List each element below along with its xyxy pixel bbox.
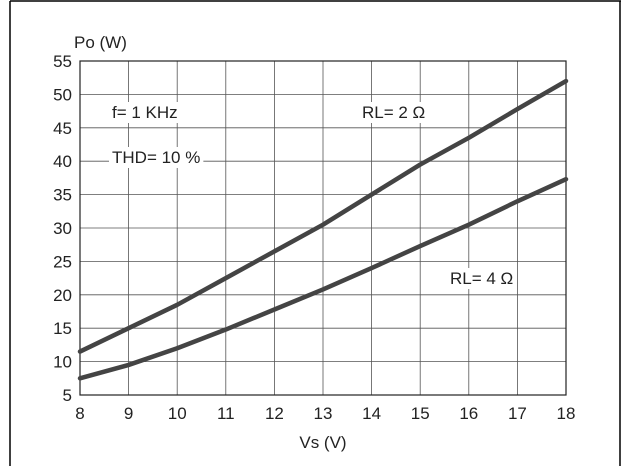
- x-tick-label: 10: [168, 404, 187, 423]
- series-line-rl-4-ohm: [77, 176, 569, 381]
- x-tick-labels: 8 9 10 11 12 13 14 15 16 17 18: [75, 404, 575, 423]
- y-tick-label: 35: [53, 186, 72, 205]
- plot-area-border: [79, 60, 567, 396]
- annotation-frequency: f= 1 KHz: [112, 103, 178, 122]
- series-label-background: [447, 268, 517, 289]
- y-tick-label: 15: [53, 319, 72, 338]
- series-label-rl-2-ohm: RL= 2 Ω: [362, 103, 425, 122]
- y-tick-label: 20: [53, 286, 72, 305]
- y-tick-labels: 5 10 15 20 25 30 35 40 45 50 55: [53, 52, 72, 405]
- y-tick-label: 5: [63, 386, 72, 405]
- x-tick-label: 16: [459, 404, 478, 423]
- x-tick-label: 13: [314, 404, 333, 423]
- x-tick-label: 9: [124, 404, 133, 423]
- y-tick-label: 25: [53, 252, 72, 271]
- y-tick-label: 30: [53, 219, 72, 238]
- x-tick-label: 15: [411, 404, 430, 423]
- x-tick-label: 17: [508, 404, 527, 423]
- annotation-background: [109, 147, 204, 168]
- series-line-rl-2-ohm: [77, 78, 569, 354]
- y-tick-label: 45: [53, 119, 72, 138]
- annotation-layer: f= 1 KHz THD= 10 % RL= 2 Ω RL= 4 Ω: [109, 102, 517, 289]
- x-axis-label: Vs (V): [299, 433, 346, 452]
- x-tick-label: 14: [362, 404, 381, 423]
- x-tick-label: 18: [557, 404, 576, 423]
- y-tick-label: 40: [53, 152, 72, 171]
- annotation-thd: THD= 10 %: [112, 148, 200, 167]
- x-tick-label: 8: [75, 404, 84, 423]
- y-tick-label: 10: [53, 353, 72, 372]
- series-layer: [77, 78, 569, 381]
- y-tick-label: 55: [53, 52, 72, 71]
- y-axis-label: Po (W): [74, 33, 127, 52]
- x-tick-label: 12: [265, 404, 284, 423]
- series-label-rl-4-ohm: RL= 4 Ω: [450, 269, 513, 288]
- annotation-background: [109, 102, 181, 123]
- x-tick-label: 11: [217, 404, 235, 423]
- y-tick-label: 50: [53, 85, 72, 104]
- series-label-background: [359, 102, 429, 123]
